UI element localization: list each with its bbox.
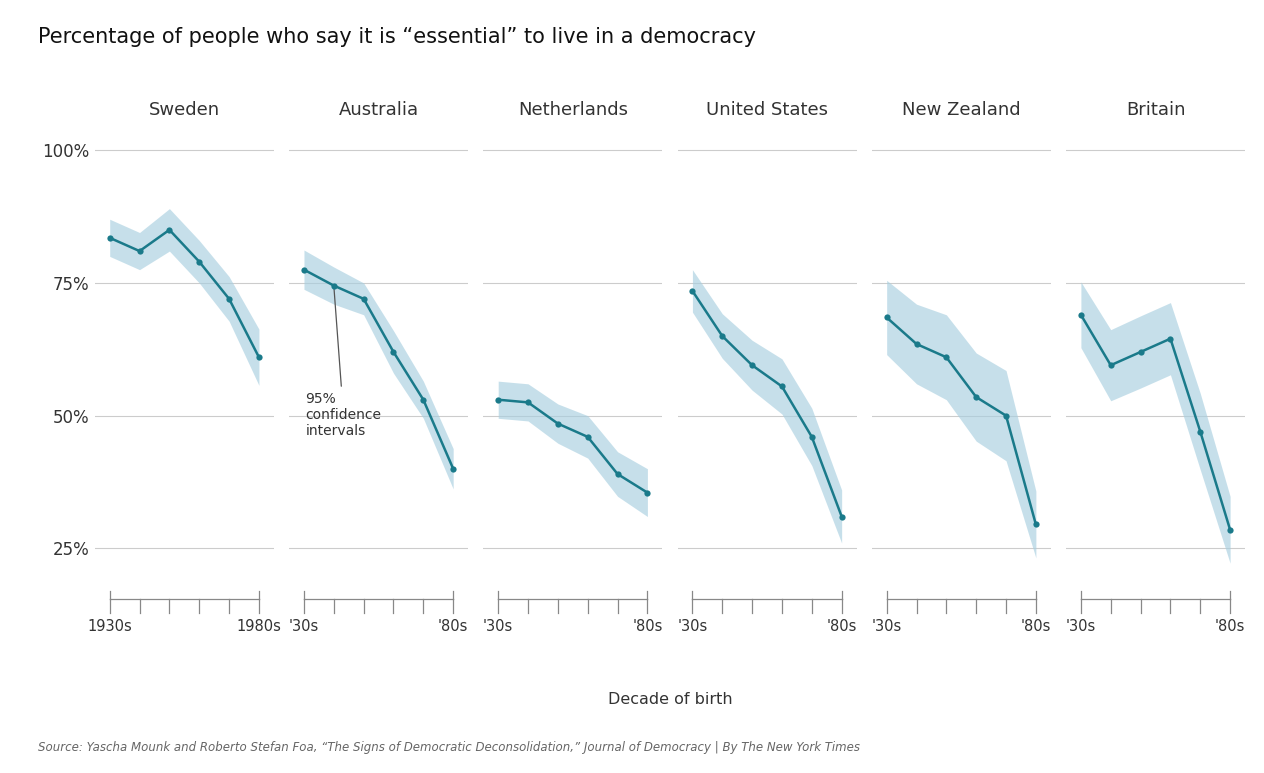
Text: 95%
confidence
intervals: 95% confidence intervals xyxy=(306,288,382,438)
Text: 1980s: 1980s xyxy=(236,619,282,634)
Text: '80s: '80s xyxy=(632,619,662,634)
Text: '30s: '30s xyxy=(678,619,708,634)
Text: '30s: '30s xyxy=(483,619,513,634)
Text: Percentage of people who say it is “essential” to live in a democracy: Percentage of people who say it is “esse… xyxy=(38,27,756,47)
Title: New Zealand: New Zealand xyxy=(902,101,1020,119)
Text: '80s: '80s xyxy=(439,619,469,634)
Title: Australia: Australia xyxy=(339,101,418,119)
Text: '30s: '30s xyxy=(1066,619,1096,634)
Text: 1930s: 1930s xyxy=(87,619,133,634)
Text: Source: Yascha Mounk and Roberto Stefan Foa, “The Signs of Democratic Deconsolid: Source: Yascha Mounk and Roberto Stefan … xyxy=(38,741,860,754)
Title: United States: United States xyxy=(707,101,828,119)
Title: Sweden: Sweden xyxy=(149,101,220,119)
Text: '30s: '30s xyxy=(289,619,319,634)
Text: '80s: '80s xyxy=(827,619,857,634)
Text: Decade of birth: Decade of birth xyxy=(608,692,732,707)
Title: Netherlands: Netherlands xyxy=(518,101,628,119)
Text: '80s: '80s xyxy=(1215,619,1245,634)
Text: '80s: '80s xyxy=(1021,619,1052,634)
Text: '30s: '30s xyxy=(872,619,901,634)
Title: Britain: Britain xyxy=(1126,101,1186,119)
